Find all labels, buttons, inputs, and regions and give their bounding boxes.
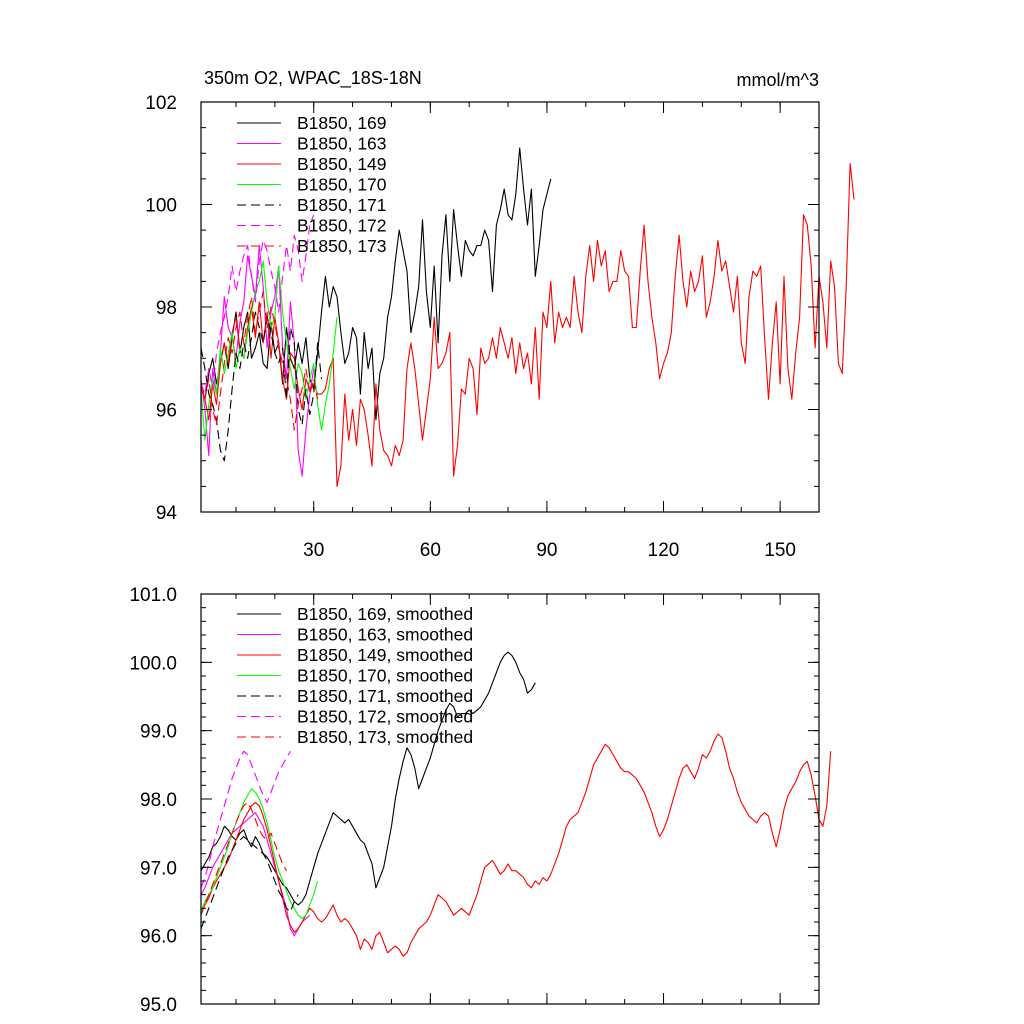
axes: 30 60 90 120 150 94 96 98 100 102 bbox=[145, 93, 820, 561]
y-tick-label: 99.0 bbox=[140, 722, 177, 743]
legend-label: B1850, 169 bbox=[297, 113, 387, 133]
legend-label: B1850, 149, smoothed bbox=[297, 645, 473, 665]
series-line-2 bbox=[200, 812, 311, 937]
series-line-6 bbox=[200, 214, 315, 395]
x-tick-label: 60 bbox=[420, 540, 441, 561]
legend-label: B1850, 163 bbox=[297, 134, 387, 154]
x-tick-label: 150 bbox=[764, 540, 796, 561]
y-tick-label: 98.0 bbox=[140, 790, 177, 811]
y-tick-label: 101.0 bbox=[129, 585, 177, 606]
series-lines bbox=[200, 651, 832, 957]
y-tick-label: 100.0 bbox=[129, 653, 177, 674]
series-line-5 bbox=[200, 836, 299, 929]
series-line-7 bbox=[200, 291, 319, 431]
x-tick-label: 90 bbox=[536, 540, 557, 561]
series-line-1 bbox=[200, 651, 536, 906]
y-tick-label: 102 bbox=[145, 93, 177, 114]
legend-label: B1850, 170, smoothed bbox=[297, 666, 473, 686]
x-tick-label: 30 bbox=[303, 540, 324, 561]
bottom-chart: 95.0 96.0 97.0 98.0 99.0 100.0 101.0 B1850, 16… bbox=[129, 585, 832, 1016]
series-line-1 bbox=[200, 147, 552, 421]
y-tick-label: 100 bbox=[145, 196, 177, 217]
y-tick-label: 95.0 bbox=[140, 995, 177, 1016]
series-lines bbox=[200, 147, 855, 487]
top-chart: 350m O2, WPAC_18S-18N mmol/m^3 30 60 90 120… bbox=[145, 68, 855, 561]
series-line-4 bbox=[200, 260, 338, 441]
legend-label: B1850, 169, smoothed bbox=[297, 604, 473, 624]
y-tick-label: 96.0 bbox=[140, 927, 177, 948]
legend-label: B1850, 163, smoothed bbox=[297, 625, 473, 645]
legend-label: B1850, 173 bbox=[297, 236, 387, 256]
chart-title: 350m O2, WPAC_18S-18N bbox=[204, 68, 422, 89]
legend-label: B1850, 173, smoothed bbox=[297, 727, 473, 747]
y-tick-label: 94 bbox=[156, 503, 178, 524]
series-line-5 bbox=[200, 311, 323, 462]
legend-label: B1850, 149 bbox=[297, 154, 387, 174]
legend-label: B1850, 172 bbox=[297, 216, 387, 236]
series-line-4 bbox=[200, 788, 319, 920]
series-line-6 bbox=[200, 750, 291, 888]
x-tick-label: 120 bbox=[648, 540, 680, 561]
series-line-3 bbox=[200, 162, 855, 487]
units-label: mmol/m^3 bbox=[737, 70, 819, 90]
axes: 95.0 96.0 97.0 98.0 99.0 100.0 101.0 bbox=[129, 585, 820, 1016]
legend-label: B1850, 171, smoothed bbox=[297, 686, 473, 706]
y-tick-label: 97.0 bbox=[140, 858, 177, 879]
legend-label: B1850, 170 bbox=[297, 175, 387, 195]
y-tick-label: 98 bbox=[156, 298, 177, 319]
y-tick-label: 96 bbox=[156, 401, 177, 422]
legend-label: B1850, 171 bbox=[297, 195, 387, 215]
legend-label: B1850, 172, smoothed bbox=[297, 707, 473, 727]
series-line-7 bbox=[200, 801, 287, 916]
